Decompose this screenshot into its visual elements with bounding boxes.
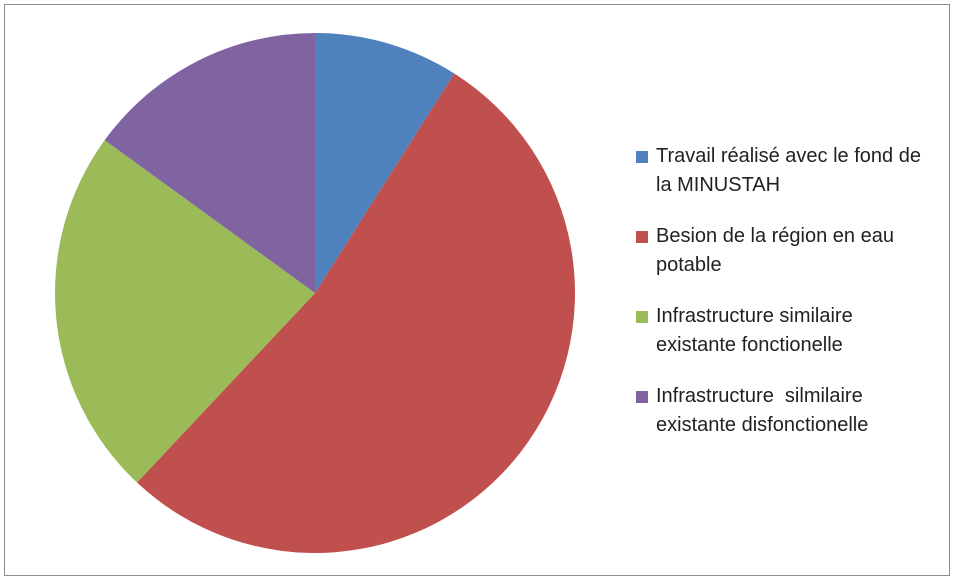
legend-label: Travail réalisé avec le fond de la MINUS…: [656, 145, 927, 196]
legend-item: Travail réalisé avec le fond de la MINUS…: [636, 142, 921, 200]
legend-swatch: [636, 151, 648, 163]
legend-item: Besion de la région en eau potable: [636, 222, 921, 280]
legend: Travail réalisé avec le fond de la MINUS…: [636, 142, 921, 462]
legend-item: Infrastructure similaire existante fonct…: [636, 302, 921, 360]
legend-swatch: [636, 311, 648, 323]
legend-label: Besion de la région en eau potable: [656, 225, 900, 276]
pie-slice: [54, 140, 316, 483]
legend-label: Infrastructure silmilaire existante disf…: [656, 385, 869, 436]
pie-slice: [315, 33, 455, 293]
legend-swatch: [636, 391, 648, 403]
legend-label: Infrastructure similaire existante fonct…: [656, 305, 859, 356]
legend-swatch: [636, 231, 648, 243]
legend-item: Infrastructure silmilaire existante disf…: [636, 382, 921, 440]
pie-slice: [104, 33, 315, 293]
pie-slice: [137, 73, 576, 554]
